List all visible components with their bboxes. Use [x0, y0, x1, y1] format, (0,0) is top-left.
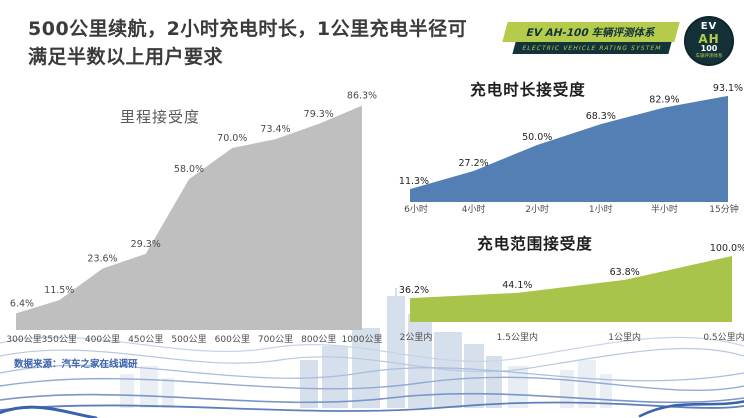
page-title-line1: 500公里续航，2小时充电时长，1公里充电半径可 — [28, 18, 468, 40]
svg-text:2小时: 2小时 — [525, 203, 549, 215]
svg-text:6.4%: 6.4% — [10, 298, 34, 309]
svg-text:1小时: 1小时 — [589, 203, 613, 215]
mileage-chart-plot: 6.4% 11.5% 23.6% 29.3% 58.0% 70.0% 73.4% 79.3% 8… — [6, 91, 383, 345]
svg-text:700公里: 700公里 — [258, 334, 293, 345]
ev-ah-100-badge: EV AH-100 车辆评测体系 ELECTRIC VEHICLE RATING… — [502, 14, 744, 80]
page-title-line2: 满足半数以上用户要求 — [28, 46, 224, 68]
svg-text:500公里: 500公里 — [171, 334, 206, 345]
svg-text:1公里内: 1公里内 — [608, 331, 641, 343]
charging-duration-chart: 充电时长接受度 11.3% 27.2% 50.0% 68.3% 82.9% 93.1% 6小… — [398, 74, 744, 224]
svg-text:11.3%: 11.3% — [399, 176, 429, 187]
mileage-chart-title: 里程接受度 — [120, 108, 201, 126]
svg-text:15分钟: 15分钟 — [709, 203, 738, 215]
svg-text:23.6%: 23.6% — [87, 254, 117, 265]
svg-text:800公里: 800公里 — [301, 334, 336, 345]
svg-text:400公里: 400公里 — [85, 334, 120, 345]
svg-text:44.1%: 44.1% — [502, 280, 532, 291]
logo-caption-text: 车辆评测体系 — [695, 53, 723, 59]
svg-text:36.2%: 36.2% — [399, 285, 429, 296]
charging-range-chart-plot: 36.2% 44.1% 63.8% 100.0% 2公里内 1.5公里内 1公里内 0.5公里… — [399, 243, 744, 343]
svg-text:27.2%: 27.2% — [459, 158, 489, 169]
svg-text:70.0%: 70.0% — [217, 133, 247, 144]
svg-text:300公里: 300公里 — [6, 334, 41, 345]
svg-text:半小时: 半小时 — [651, 203, 678, 215]
svg-text:0.5公里内: 0.5公里内 — [703, 331, 744, 343]
svg-text:93.1%: 93.1% — [713, 83, 743, 94]
charging-duration-chart-title: 充电时长接受度 — [470, 81, 586, 99]
city-skyline-decoration — [0, 288, 744, 418]
svg-text:1000公里: 1000公里 — [342, 334, 383, 345]
svg-text:600公里: 600公里 — [215, 334, 250, 345]
wave-lines — [0, 336, 744, 418]
logo-ev-text: EV — [700, 21, 718, 33]
svg-text:58.0%: 58.0% — [174, 164, 204, 175]
svg-text:100.0%: 100.0% — [710, 243, 744, 254]
svg-text:79.3%: 79.3% — [304, 109, 334, 120]
page-title: 500公里续航，2小时充电时长，1公里充电半径可 满足半数以上用户要求 — [28, 15, 467, 71]
ev-ah-100-logo-icon: EV AH 100 车辆评测体系 — [684, 16, 734, 66]
svg-text:73.4%: 73.4% — [260, 124, 290, 135]
svg-text:63.8%: 63.8% — [610, 267, 640, 278]
svg-text:350公里: 350公里 — [42, 334, 77, 345]
badge-banner: EV AH-100 车辆评测体系 — [502, 22, 680, 42]
charging-duration-chart-plot: 11.3% 27.2% 50.0% 68.3% 82.9% 93.1% 6小时 4小时 2小时 1… — [399, 83, 743, 215]
svg-text:1.5公里内: 1.5公里内 — [497, 331, 538, 343]
svg-text:50.0%: 50.0% — [522, 132, 552, 143]
charging-range-chart-title: 充电范围接受度 — [477, 235, 593, 253]
svg-text:6小时: 6小时 — [404, 203, 428, 215]
logo-100-text: 100 — [700, 44, 718, 54]
badge-subbanner: ELECTRIC VEHICLE RATING SYSTEM — [512, 42, 672, 54]
svg-text:11.5%: 11.5% — [44, 285, 74, 296]
data-source-note: 数据来源：汽车之家在线调研 — [14, 359, 138, 370]
svg-text:4小时: 4小时 — [462, 203, 486, 215]
svg-text:68.3%: 68.3% — [586, 111, 616, 122]
svg-text:29.3%: 29.3% — [131, 239, 161, 250]
svg-text:2公里内: 2公里内 — [400, 331, 433, 343]
svg-text:450公里: 450公里 — [128, 334, 163, 345]
mileage-acceptance-chart: 里程接受度 6.4% 11.5% 23.6% 29.3% 58.0% 70.0% 73.4%… — [6, 86, 384, 348]
svg-text:86.3%: 86.3% — [347, 91, 377, 102]
svg-text:82.9%: 82.9% — [649, 94, 679, 105]
logo-ah-text: AH — [698, 31, 720, 46]
charging-range-chart: 充电范围接受度 36.2% 44.1% 63.8% 100.0% 2公里内 1.5公里内 1… — [398, 228, 744, 358]
